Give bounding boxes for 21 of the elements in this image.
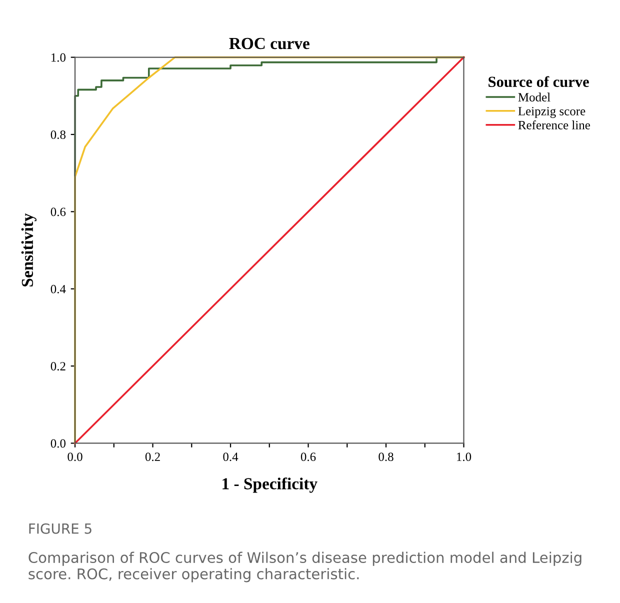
x-tick-label: 0.4 [223,452,238,462]
y-tick-label: 0.4 [50,284,66,294]
y-tick-label: 0.6 [50,208,66,216]
y-axis-title: Sensitivity [21,213,36,286]
legend-label: Leipzig score [518,106,586,118]
chart-title: ROC curve [229,38,310,50]
x-tick-label: 0.8 [378,452,394,462]
text: Comparison of ROC curves of Wilson’s disease prediction model and Leipzig score. ROC, receiver operating characteristic. [28,552,582,582]
legend-label: Reference line [518,120,590,130]
x-tick-label: 0.0 [68,452,82,462]
y-tick-label: 0.8 [50,130,66,139]
y-tick-label: 0.2 [50,362,66,371]
x-tick-label: 0.2 [145,452,160,462]
x-axis-title: 1 - Specificity [222,477,318,493]
y-tick-label: 1.0 [51,53,66,62]
caption: FIGURE 5 [29,523,92,534]
legend-label: Model [518,92,550,102]
y-tick-label: 0.0 [50,439,66,448]
x-tick-label: 1.0 [457,452,472,462]
x-tick-label: 0.6 [300,452,316,462]
legend-title: Source of curve [488,76,589,88]
